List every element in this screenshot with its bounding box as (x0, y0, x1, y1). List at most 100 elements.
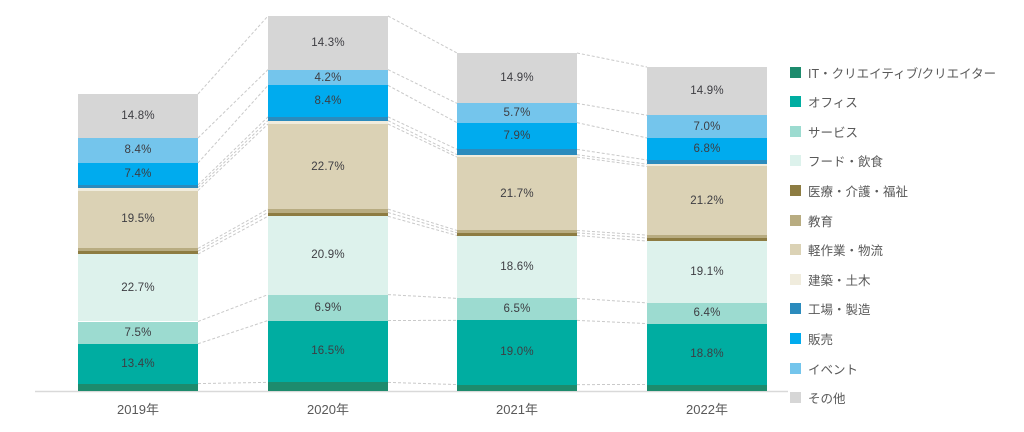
legend-swatch-icon (790, 125, 801, 137)
segment-data-label: 19.0% (500, 346, 534, 359)
series-connector-line (387, 294, 458, 299)
segment-data-label: 16.5% (311, 345, 345, 358)
series-connector-line (387, 84, 458, 124)
series-connector-line (387, 15, 458, 54)
series-connector-line (576, 102, 648, 116)
legend-label: 販売 (808, 332, 834, 347)
legend-swatch-icon (790, 273, 801, 285)
bar-segment (78, 321, 198, 344)
series-connector-line (387, 123, 458, 158)
series-connector-line (197, 85, 269, 164)
segment-data-label: 7.5% (124, 326, 152, 339)
x-axis-label: 2019年 (117, 402, 159, 417)
bar-segment (78, 383, 198, 391)
series-connector-line (576, 148, 648, 161)
series-connector-line (576, 297, 648, 304)
bar-segment (78, 137, 198, 163)
bar-segment (647, 323, 767, 385)
segment-data-label: 6.8% (693, 142, 721, 155)
bar-segment (268, 116, 388, 121)
segment-data-label: 8.4% (314, 95, 342, 108)
bar-segment (78, 94, 198, 138)
segment-data-label: 14.3% (311, 36, 345, 49)
bar-segment (457, 154, 577, 158)
bar-segment (647, 166, 767, 236)
segment-data-label: 7.0% (693, 120, 721, 133)
segment-data-label: 21.2% (690, 194, 724, 207)
legend-item: 教育 (790, 210, 833, 230)
bar-segment (268, 216, 388, 295)
bar-segment (268, 382, 388, 391)
legend-item: 工場・製造 (790, 299, 871, 319)
series-connector-line (197, 123, 269, 191)
legend-item: 軽作業・物流 (790, 240, 883, 260)
segment-data-label: 18.8% (690, 348, 724, 361)
bar-segment (268, 85, 388, 117)
bar-segment (457, 384, 577, 391)
legend-item: 医療・介護・福祉 (790, 180, 908, 200)
series-connector-line (387, 120, 458, 156)
legend-label: オフィス (808, 96, 858, 111)
segment-data-label: 22.7% (121, 281, 155, 294)
series-connector-line (576, 154, 648, 165)
bar-segment (647, 137, 767, 160)
legend-label: 建築・土木 (808, 273, 871, 288)
bar-segment (457, 122, 577, 150)
bar-segment (457, 53, 577, 104)
legend-label: 医療・介護・福祉 (808, 184, 909, 199)
series-connector-line (576, 319, 648, 325)
legend-item: イベント (790, 358, 858, 378)
segment-data-label: 22.7% (311, 160, 345, 173)
bar-segment (78, 184, 198, 188)
bar-segment (268, 124, 388, 210)
series-connector-line (197, 320, 269, 345)
legend-label: サービス (808, 125, 859, 140)
legend-label: その他 (808, 392, 846, 407)
bar-segment (647, 302, 767, 324)
legend-item: その他 (790, 388, 846, 408)
segment-data-label: 14.8% (121, 109, 155, 122)
series-connector-line (197, 15, 269, 95)
x-axis-label: 2021年 (496, 402, 538, 417)
bar-segment (457, 298, 577, 321)
legend-item: オフィス (790, 92, 858, 112)
legend-swatch-icon (790, 155, 801, 167)
series-connector-line (197, 215, 269, 255)
legend-swatch-icon (790, 244, 801, 256)
series-connector-line (197, 120, 269, 188)
bar-segment (457, 103, 577, 123)
legend-label: 軽作業・物流 (808, 244, 884, 259)
bar-segment (78, 254, 198, 322)
x-axis-label: 2022年 (686, 402, 728, 417)
bar-segment (268, 320, 388, 383)
bar-segment (268, 209, 388, 213)
segment-data-label: 19.1% (690, 265, 724, 278)
segment-data-label: 20.9% (311, 249, 345, 262)
bar-segment (647, 238, 767, 241)
legend-item: 建築・土木 (790, 269, 871, 289)
series-connector-line (197, 69, 269, 139)
series-connector-line (576, 156, 648, 167)
series-connector-line (197, 208, 269, 249)
bar-segment (78, 190, 198, 249)
series-connector-line (387, 381, 458, 386)
legend-label: IT・クリエイティブ/クリエイター (808, 66, 997, 81)
legend-swatch-icon (790, 66, 801, 78)
bar-segment (647, 67, 767, 116)
segment-data-label: 7.4% (124, 167, 152, 180)
bar-segment (457, 230, 577, 233)
legend-label: イベント (808, 362, 859, 377)
bar-segment (78, 248, 198, 252)
x-axis-label: 2020年 (307, 402, 349, 417)
legend-swatch-icon (790, 184, 801, 196)
segment-data-label: 6.4% (693, 307, 721, 320)
legend-label: 教育 (808, 214, 834, 229)
legend-swatch-icon (790, 96, 801, 108)
series-connector-line (387, 69, 458, 104)
segment-data-label: 5.7% (503, 106, 531, 119)
bar-segment (647, 384, 767, 391)
bar-segment (268, 120, 388, 124)
bar-segment (78, 162, 198, 185)
